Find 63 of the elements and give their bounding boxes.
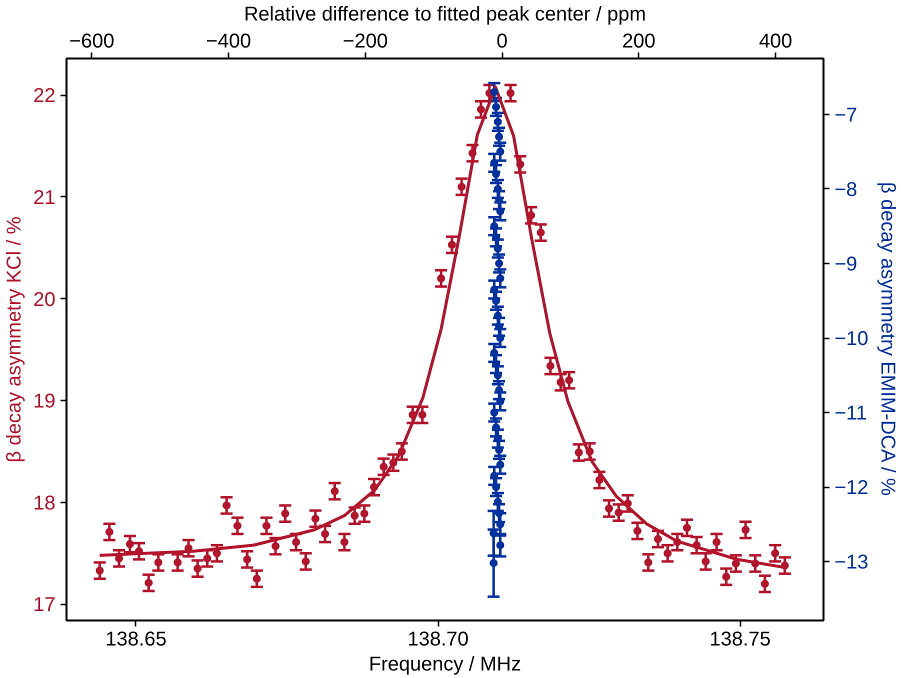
y-tick-label: 20 bbox=[33, 288, 56, 311]
point bbox=[490, 158, 498, 167]
y-tick-label: 19 bbox=[33, 390, 56, 413]
point bbox=[490, 348, 498, 357]
point bbox=[490, 286, 498, 294]
point bbox=[494, 184, 502, 193]
x2-tick-label: 200 bbox=[622, 30, 656, 52]
point bbox=[495, 446, 504, 454]
x-tick-label: 138.65 bbox=[105, 628, 167, 650]
point bbox=[490, 559, 498, 568]
point bbox=[492, 102, 500, 111]
x2-tick-label: −600 bbox=[69, 30, 114, 52]
point bbox=[492, 170, 500, 178]
y-tick-label: 22 bbox=[33, 85, 56, 108]
point bbox=[495, 196, 504, 204]
y2-axis-title: β decay asymmetry EMIM-DCA / % bbox=[876, 182, 898, 496]
y-tick-label: 21 bbox=[33, 186, 56, 209]
point bbox=[495, 509, 504, 518]
point bbox=[492, 233, 500, 242]
y2-tick-label: −13 bbox=[834, 552, 868, 574]
y-tick-label: 18 bbox=[33, 492, 56, 514]
x2-axis-title: Relative difference to fitted peak center / ppm bbox=[244, 4, 646, 26]
point bbox=[496, 207, 504, 216]
point bbox=[492, 360, 500, 368]
point bbox=[496, 397, 504, 406]
point bbox=[492, 296, 500, 305]
point bbox=[495, 322, 504, 331]
y2-tick-label: −10 bbox=[834, 328, 868, 350]
point bbox=[494, 244, 502, 253]
x2-tick-label: −200 bbox=[342, 30, 388, 52]
point bbox=[490, 222, 498, 230]
y-axis-title: β decay asymmetry KCl / % bbox=[3, 216, 26, 463]
point bbox=[494, 371, 502, 380]
point bbox=[494, 118, 502, 126]
x-tick-label: 138.70 bbox=[407, 628, 469, 650]
x2-tick-label: 400 bbox=[758, 30, 792, 52]
x2-tick-label: −400 bbox=[206, 30, 252, 52]
point bbox=[495, 386, 504, 394]
y2-tick-label: −9 bbox=[834, 253, 858, 276]
point bbox=[492, 483, 500, 492]
point bbox=[496, 334, 504, 342]
point bbox=[496, 274, 504, 282]
point bbox=[490, 88, 498, 96]
x-tick-label: 138.75 bbox=[710, 628, 771, 650]
y2-tick-label: −8 bbox=[834, 178, 858, 201]
x2-tick-label: 0 bbox=[496, 30, 508, 52]
point bbox=[495, 259, 504, 268]
point bbox=[490, 472, 498, 480]
point bbox=[494, 498, 502, 506]
y2-tick-label: −7 bbox=[834, 104, 858, 126]
x-axis-title: Frequency / MHz bbox=[368, 654, 522, 676]
point bbox=[495, 132, 504, 141]
point bbox=[494, 434, 502, 443]
y2-tick-label: −12 bbox=[834, 477, 868, 500]
point bbox=[496, 148, 504, 156]
point bbox=[496, 541, 504, 550]
y-tick-label: 17 bbox=[33, 594, 56, 616]
y2-tick-label: −11 bbox=[834, 402, 867, 425]
point bbox=[492, 423, 500, 432]
point bbox=[496, 520, 504, 528]
point bbox=[490, 408, 498, 417]
point bbox=[496, 460, 504, 469]
point bbox=[494, 312, 502, 320]
